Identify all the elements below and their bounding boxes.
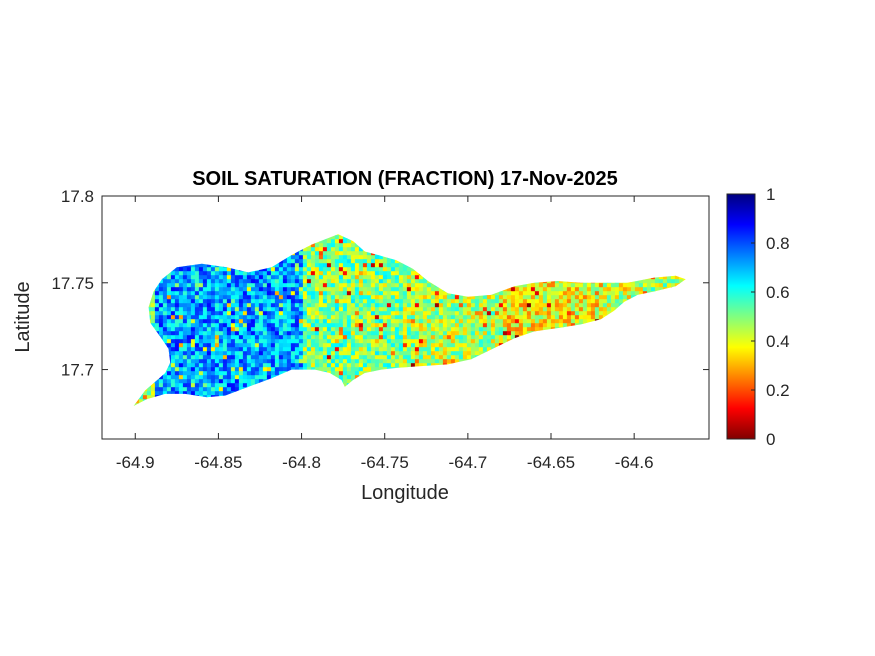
x-axis-label: Longitude — [361, 482, 449, 504]
chart-title: SOIL SATURATION (FRACTION) 17-Nov-2025 — [192, 168, 618, 190]
x-tick-label: -64.7 — [448, 453, 487, 472]
y-tick-label: 17.75 — [51, 274, 94, 293]
colorbar-tick-label: 0 — [766, 430, 775, 449]
x-axis-ticks: -64.9 -64.85 -64.8 -64.75 -64.7 -64.65 -64.6 — [116, 196, 654, 472]
y-tick-label: 17.8 — [61, 187, 94, 206]
y-tick-label: 17.7 — [61, 361, 94, 380]
colorbar-tick-label: 0.8 — [766, 234, 790, 253]
x-tick-label: -64.9 — [116, 453, 155, 472]
colorbar-tick-label: 0.2 — [766, 381, 790, 400]
colorbar-tick-label: 0.4 — [766, 332, 790, 351]
x-tick-label: -64.65 — [527, 453, 575, 472]
colorbar-gradient — [726, 193, 756, 440]
colorbar-tick-label: 1 — [766, 185, 775, 204]
x-tick-label: -64.85 — [194, 453, 242, 472]
colorbar-ticks: 0 0.2 0.4 0.6 0.8 1 — [751, 185, 790, 449]
colorbar: 0 0.2 0.4 0.6 0.8 1 — [726, 185, 790, 449]
x-tick-label: -64.6 — [615, 453, 654, 472]
y-axis-label: Latitude — [12, 281, 34, 352]
x-tick-label: -64.8 — [282, 453, 321, 472]
colorbar-tick-label: 0.6 — [766, 283, 790, 302]
x-tick-label: -64.75 — [361, 453, 409, 472]
y-axis-ticks: 17.7 17.75 17.8 — [51, 187, 709, 380]
